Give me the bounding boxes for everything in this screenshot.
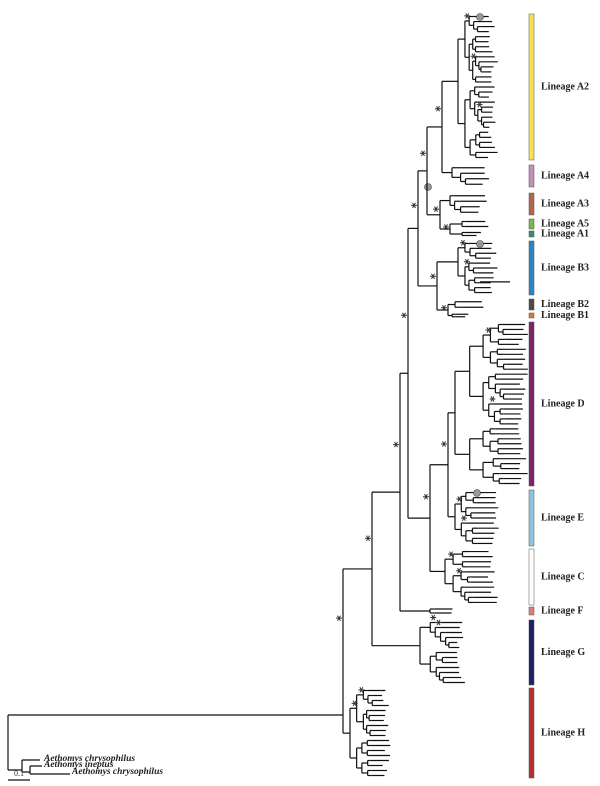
lineage-bar [528,298,535,311]
support-asterisk [456,496,463,502]
lineage-bar [528,240,535,296]
outgroup-label: Aethomys chrysophilus [43,754,135,764]
lineage-bar [528,192,535,216]
scale-label: 0.1 [14,769,24,778]
support-asterisk [435,105,441,112]
support-asterisk [459,239,466,246]
lineage-bar [528,230,535,238]
lineage-label: Lineage B3 [541,262,589,273]
lineage-bar [528,13,535,161]
support-asterisk [423,493,429,500]
support-asterisk [464,13,471,19]
support-asterisk [476,101,483,108]
lineage-label: Lineage A4 [541,170,589,181]
lineage-bar [528,312,535,319]
support-asterisk [430,614,437,621]
support-asterisk [336,615,342,622]
lineage-bar [528,489,535,547]
support-asterisk [351,700,358,707]
lineage-label: Lineage A2 [541,81,589,92]
node-marker [473,489,481,497]
lineage-bar [528,619,535,686]
lineage-label: Lineage F [541,605,584,616]
outgroup-label: Aethomys chrysophilus [71,767,163,777]
lineage-label: Lineage B2 [541,299,589,310]
node-marker [476,240,484,248]
support-asterisk [441,441,447,447]
lineage-bar [528,606,535,616]
support-asterisk [430,273,436,280]
support-asterisk [401,312,407,319]
support-asterisk [365,535,371,542]
lineage-bar [528,164,535,188]
lineage-bar [528,687,535,779]
lineage-label: Lineage A1 [541,228,589,239]
support-asterisk [463,258,470,265]
lineage-bar [528,218,535,230]
support-asterisk [433,206,439,212]
lineage-label: Lineage A5 [541,218,589,229]
support-asterisk [420,150,426,157]
outgroup-branches [7,714,343,775]
lineage-label: Lineage C [541,571,585,582]
node-marker [476,13,484,21]
support-asterisk [470,53,477,60]
support-asterisk [411,202,417,209]
lineage-label: Lineage D [541,398,585,409]
lineage-label: Lineage B1 [541,310,589,321]
support-asterisk [435,619,442,626]
support-asterisk [448,551,455,558]
support-asterisk [485,327,492,333]
lineage-label: Lineage G [541,647,585,658]
lineage-label: Lineage E [541,512,584,523]
outgroup-label: Aethomys ineptus [43,760,114,770]
support-asterisk [456,567,463,574]
support-asterisk [358,687,365,693]
support-asterisk [393,441,399,448]
lineage-bar [528,548,535,606]
support-asterisk [460,515,467,521]
support-asterisk [489,396,496,402]
lineage-label: Lineage H [541,727,585,738]
lineage-label: Lineage A3 [541,198,589,209]
node-marker [424,183,432,191]
lineage-bar [528,321,535,487]
